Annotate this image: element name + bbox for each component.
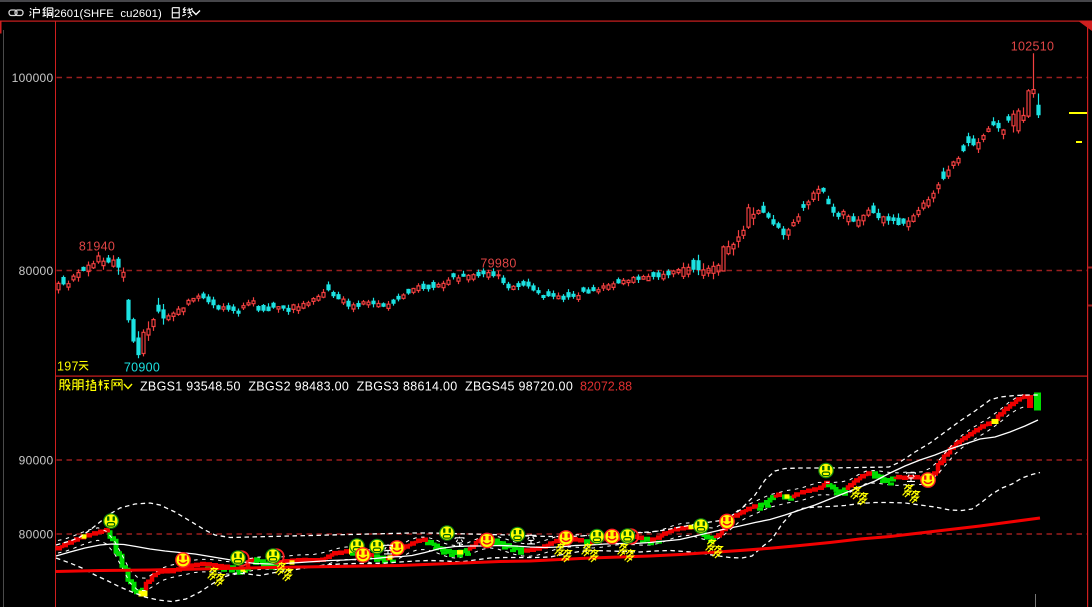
svg-text:80000: 80000 [19, 528, 54, 542]
svg-text:ZBGS1 93548.50 ZBGS2 98483.00: ZBGS1 93548.50 ZBGS2 98483.00 ZBGS3 8861… [140, 380, 573, 394]
svg-text:197: 197 [57, 360, 79, 374]
svg-text:2601(SHFE cu2601): 2601(SHFE cu2601) [54, 8, 162, 20]
svg-text:90000: 90000 [19, 454, 54, 468]
svg-text:70900: 70900 [124, 361, 160, 375]
svg-text:100000: 100000 [12, 71, 54, 85]
svg-text:82072.88: 82072.88 [580, 380, 632, 394]
svg-text:80000: 80000 [19, 264, 54, 278]
svg-text:81940: 81940 [79, 240, 115, 254]
svg-text:79980: 79980 [480, 257, 516, 271]
svg-text:102510: 102510 [1011, 40, 1055, 54]
